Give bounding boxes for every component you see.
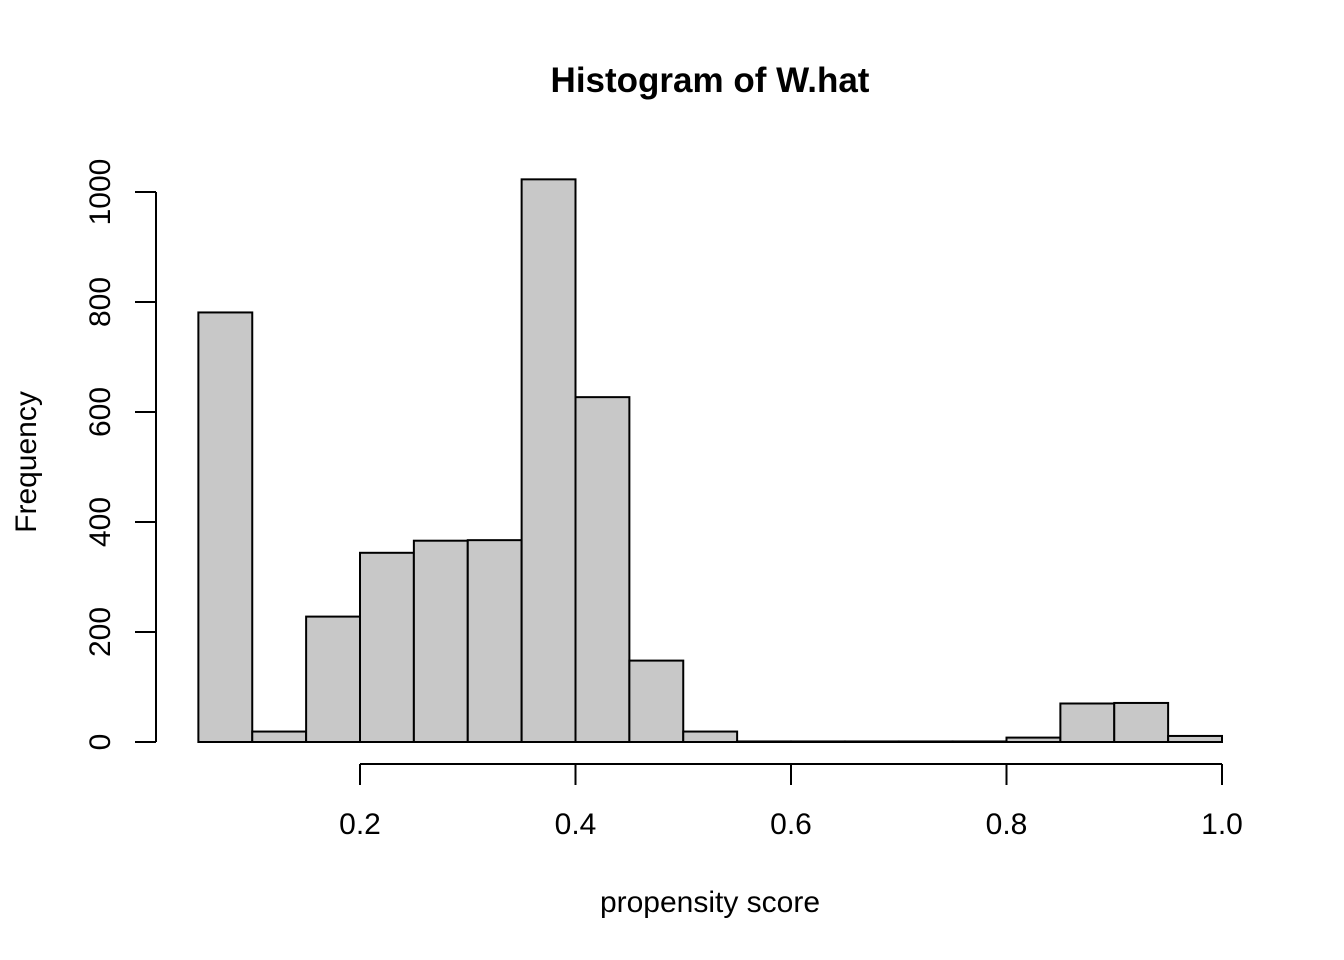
chart-title: Histogram of W.hat — [551, 61, 870, 100]
histogram-bar — [1113, 701, 1170, 744]
histogram-bars — [197, 178, 1223, 744]
x-axis: 0.2 0.4 0.6 0.8 1.0 — [339, 763, 1243, 841]
y-tick-label: 0 — [84, 734, 117, 751]
y-tick-label: 800 — [84, 277, 117, 327]
y-tick-label: 600 — [84, 387, 117, 437]
histogram-bar — [628, 659, 685, 743]
x-tick-label: 0.4 — [555, 808, 597, 841]
histogram-bar — [466, 539, 523, 744]
histogram-bar — [359, 551, 415, 743]
histogram-bar — [1005, 736, 1062, 743]
y-tick-label: 1000 — [84, 159, 117, 226]
x-tick-label: 0.2 — [339, 808, 381, 841]
histogram-bar — [682, 730, 739, 743]
histogram-bar — [1059, 702, 1116, 743]
histogram-bar — [897, 740, 954, 744]
y-axis: 0 200 400 600 800 1000 — [84, 159, 157, 751]
histogram-bar — [251, 730, 308, 743]
histogram-bar — [951, 740, 1008, 744]
y-tick-label: 400 — [84, 497, 117, 547]
histogram-bar — [574, 396, 631, 743]
histogram-bar — [1167, 734, 1223, 744]
x-axis-label: propensity score — [600, 886, 820, 919]
x-tick-label: 0.6 — [770, 808, 812, 841]
histogram-bar — [305, 615, 361, 743]
histogram-bar — [197, 311, 254, 743]
histogram-bar — [790, 740, 846, 744]
x-tick-label: 1.0 — [1201, 808, 1243, 841]
x-tick-label: 0.8 — [986, 808, 1028, 841]
histogram-bar — [412, 539, 469, 744]
y-tick-label: 200 — [84, 607, 117, 657]
y-axis-label: Frequency — [10, 391, 43, 533]
histogram-bar — [736, 740, 792, 744]
histogram-bar — [520, 178, 577, 744]
histogram-bar — [843, 740, 900, 744]
